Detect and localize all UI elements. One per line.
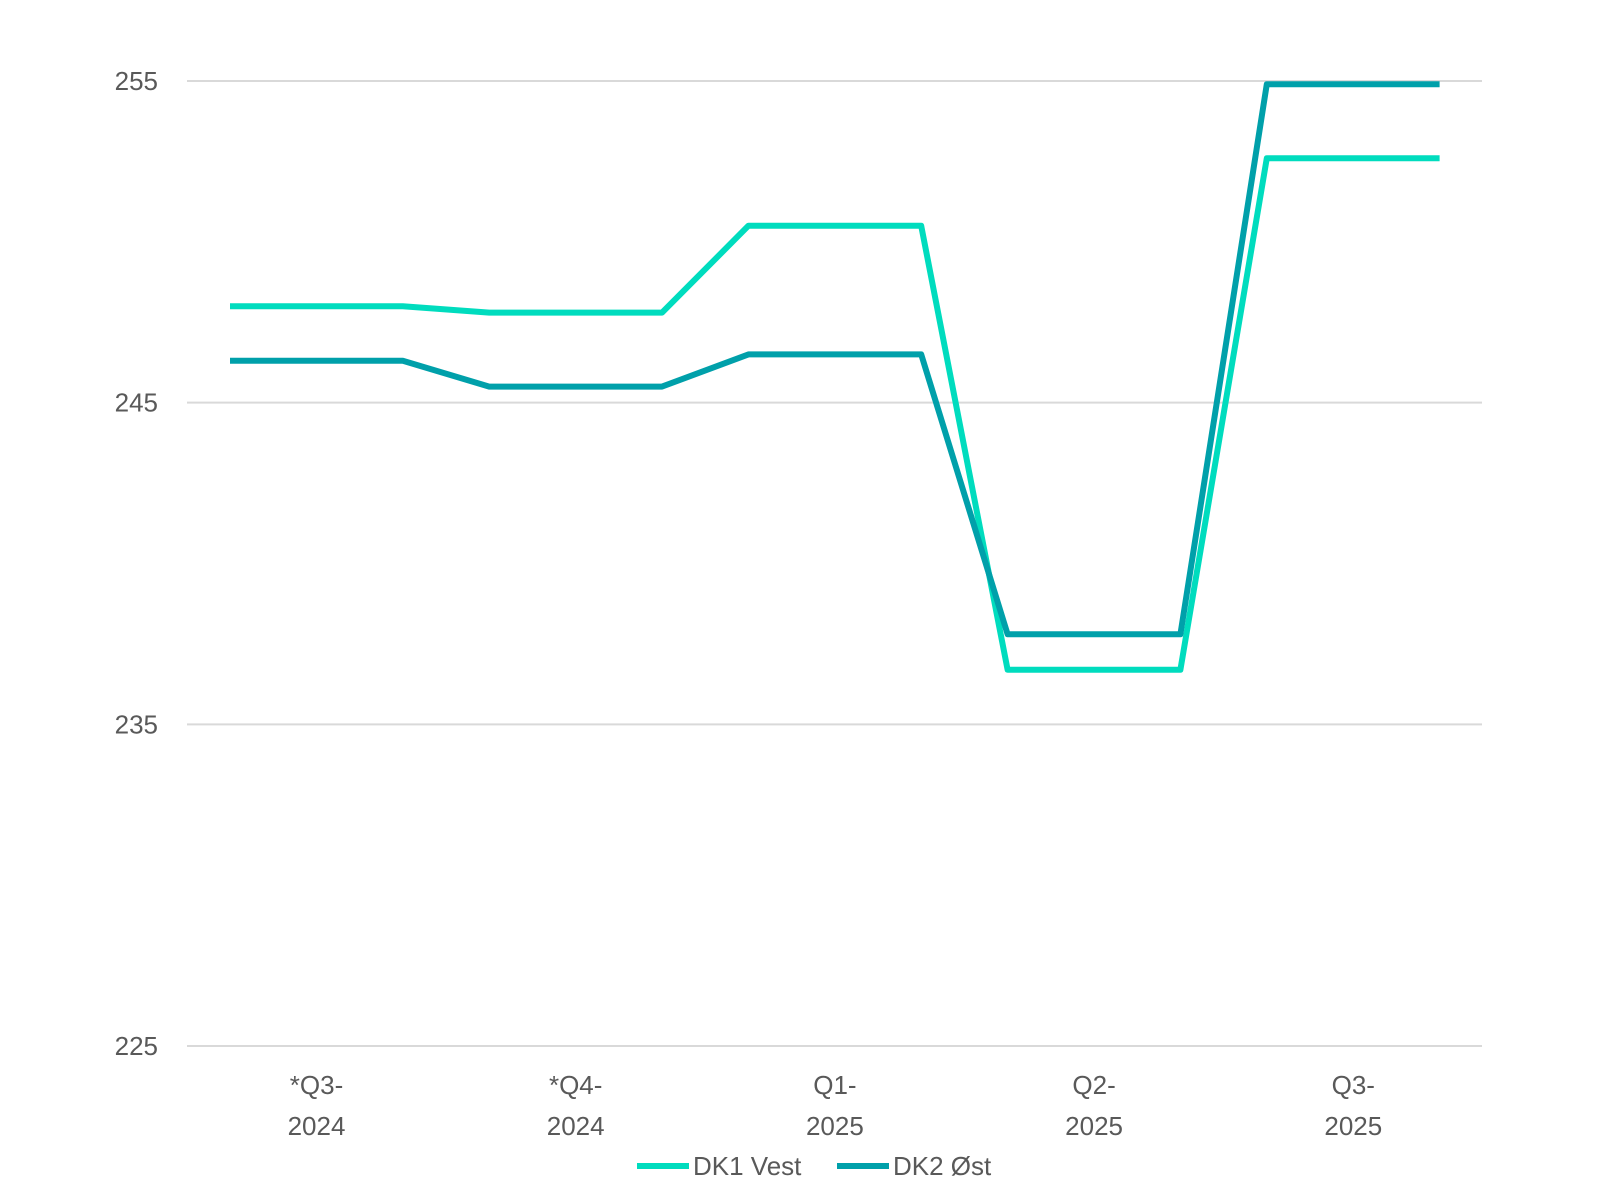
x-tick-label: Q1-2025 xyxy=(806,1070,864,1141)
legend: DK1 Vest DK2 Øst xyxy=(637,1151,992,1181)
y-tick-label: 255 xyxy=(115,66,158,96)
y-tick-label: 225 xyxy=(115,1031,158,1061)
x-tick-label: Q2-2025 xyxy=(1065,1070,1123,1141)
series-lines xyxy=(230,81,1440,673)
series-line-dk1-vest xyxy=(230,155,1440,673)
legend-label: DK2 Øst xyxy=(893,1151,992,1181)
legend-label: DK1 Vest xyxy=(693,1151,802,1181)
y-tick-label: 235 xyxy=(115,709,158,739)
x-axis-ticks: *Q3-2024 *Q4-2024 Q1-2025 Q2-2025 Q3-2025 xyxy=(288,1070,1383,1141)
series-line-dk2-ost xyxy=(230,81,1440,638)
x-tick-label: *Q3-2024 xyxy=(288,1070,346,1141)
x-tick-label: Q3-2025 xyxy=(1324,1070,1382,1141)
gridlines xyxy=(187,80,1482,1047)
y-axis-ticks: 225 235 245 255 xyxy=(115,66,158,1061)
y-tick-label: 245 xyxy=(115,388,158,418)
x-tick-label: *Q4-2024 xyxy=(547,1070,605,1141)
